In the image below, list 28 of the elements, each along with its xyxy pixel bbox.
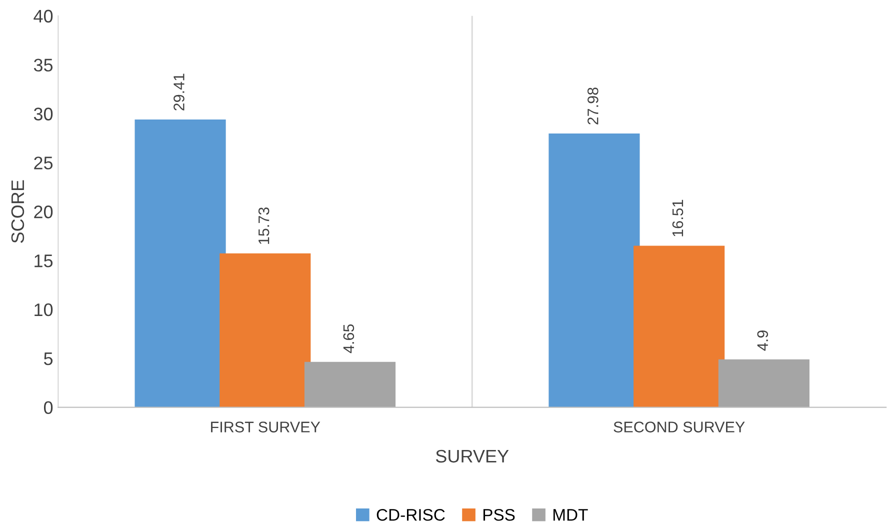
- x-axis-title: SURVEY: [436, 450, 509, 463]
- data-label: 27.98: [588, 88, 598, 124]
- bar: [304, 362, 396, 408]
- data-label: 15.73: [258, 207, 270, 244]
- bar: [548, 134, 640, 408]
- legend-label: MDT: [553, 509, 588, 521]
- y-tick-label: 0: [44, 401, 53, 414]
- y-tick-label: 10: [34, 303, 53, 316]
- data-label: 16.51: [672, 200, 684, 236]
- y-tick-label: 15: [34, 254, 53, 268]
- data-label: 29.41: [174, 74, 184, 110]
- y-tick-label: 5: [44, 352, 53, 366]
- data-label: 4.9: [757, 330, 768, 351]
- x-tick-label: FIRST SURVEY: [211, 422, 320, 432]
- data-label: 4.65: [343, 324, 354, 354]
- bar: [220, 253, 311, 408]
- x-tick-label: SECOND SURVEY: [614, 422, 745, 432]
- bar: [634, 246, 725, 408]
- y-tick-label: 25: [34, 156, 53, 170]
- y-tick-label: 20: [34, 206, 53, 218]
- y-tick-label: 40: [34, 10, 53, 23]
- bar: [134, 120, 226, 408]
- legend-label: PSS: [483, 508, 515, 521]
- y-tick-label: 35: [34, 58, 53, 72]
- y-tick-label: 30: [34, 108, 53, 120]
- y-axis-title: SCORE: [11, 180, 24, 243]
- legend-label: CD-RISC: [376, 508, 445, 521]
- bar: [718, 359, 810, 408]
